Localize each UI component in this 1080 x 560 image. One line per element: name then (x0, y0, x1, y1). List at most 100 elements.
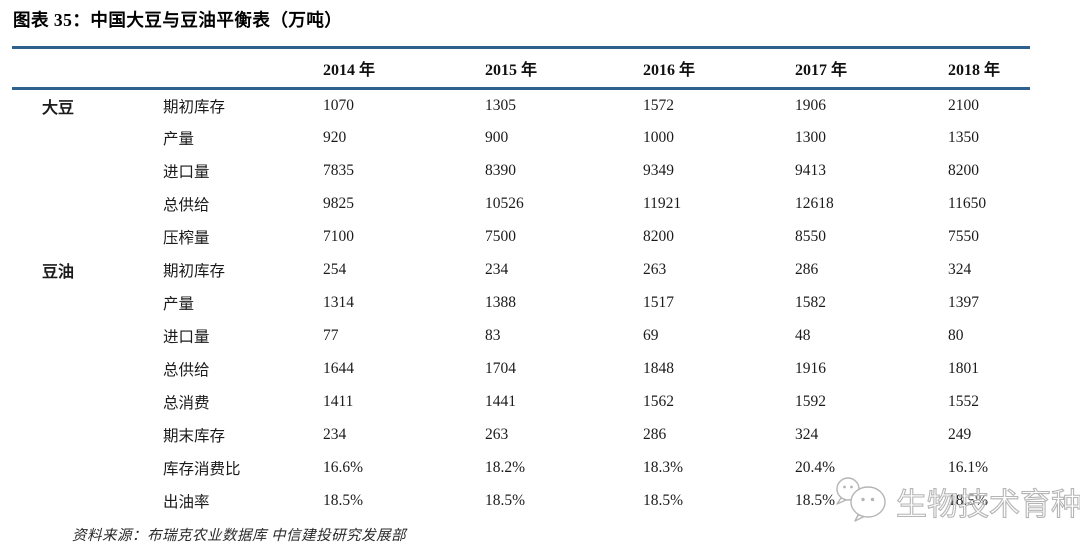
category-label (12, 122, 163, 155)
cell-value: 11650 (948, 195, 987, 212)
cell-value: 254 (323, 261, 347, 278)
cell-value: 9825 (323, 195, 354, 212)
cell-value: 16.6% (323, 459, 364, 476)
cell-value: 48 (795, 327, 811, 344)
year-header-2016: 2016 年 (643, 62, 696, 79)
table-row: 期末库存 234 263 286 324 249 (12, 419, 1030, 452)
cell-value: 286 (795, 261, 819, 278)
cell-value: 1314 (323, 294, 354, 311)
cell-value: 324 (948, 261, 972, 278)
cell-value: 1070 (323, 96, 354, 114)
row-label: 总消费 (163, 395, 210, 412)
row-label: 总供给 (163, 362, 210, 379)
cell-value: 1441 (485, 393, 516, 410)
category-label (12, 320, 163, 353)
cell-value: 1517 (643, 294, 674, 311)
cell-value: 1300 (795, 129, 826, 146)
row-label: 期初库存 (163, 98, 226, 116)
cell-value: 18.5% (795, 492, 836, 509)
year-header-2018: 2018 年 (948, 62, 1001, 79)
cell-value: 1582 (795, 294, 826, 311)
source-note: 资料来源：布瑞克农业数据库 中信建投研究发展部 (72, 528, 407, 544)
cell-value: 9413 (795, 162, 826, 179)
table-row: 总消费 1411 1441 1562 1592 1552 (12, 386, 1030, 419)
cell-value: 7100 (323, 228, 354, 245)
cell-value: 11921 (643, 195, 682, 212)
cell-value: 18.5% (948, 492, 989, 509)
cell-value: 18.5% (485, 492, 526, 509)
table-row: 进口量 7835 8390 9349 9413 8200 (12, 155, 1030, 188)
category-label (12, 221, 163, 254)
row-label: 进口量 (163, 329, 210, 346)
cell-value: 263 (643, 261, 667, 278)
cell-value: 1411 (323, 393, 354, 410)
cell-value: 8550 (795, 228, 826, 245)
cell-value: 234 (485, 261, 509, 278)
cell-value: 80 (948, 327, 964, 344)
cell-value: 1350 (948, 129, 979, 146)
cell-value: 324 (795, 426, 819, 443)
cell-value: 18.5% (323, 492, 364, 509)
year-header-2015: 2015 年 (485, 62, 538, 79)
cell-value: 18.5% (643, 492, 684, 509)
table-row: 产量 920 900 1000 1300 1350 (12, 122, 1030, 155)
row-label: 进口量 (163, 164, 210, 181)
category-label (12, 155, 163, 188)
row-label: 产量 (163, 131, 195, 148)
cell-value: 8200 (948, 162, 979, 179)
cell-value: 1000 (643, 129, 674, 146)
table-row: 总供给 1644 1704 1848 1916 1801 (12, 353, 1030, 386)
year-header-row: 2014 年 2015 年 2016 年 2017 年 2018 年 (12, 47, 1030, 89)
category-label: 豆油 (42, 264, 75, 281)
cell-value: 1305 (485, 96, 516, 114)
category-label (12, 452, 163, 485)
table-row: 豆油 期初库存 254 234 263 286 324 (12, 254, 1030, 287)
row-label: 总供给 (163, 197, 210, 214)
cell-value: 7500 (485, 228, 516, 245)
row-label: 期初库存 (163, 263, 226, 280)
table-row: 进口量 77 83 69 48 80 (12, 320, 1030, 353)
year-header-2014: 2014 年 (323, 62, 376, 79)
category-label (12, 353, 163, 386)
table-row: 压榨量 7100 7500 8200 8550 7550 (12, 221, 1030, 254)
cell-value: 1644 (323, 360, 354, 377)
cell-value: 7550 (948, 228, 979, 245)
cell-value: 1562 (643, 393, 674, 410)
cell-value: 8390 (485, 162, 516, 179)
balance-table: 2014 年 2015 年 2016 年 2017 年 2018 年 大豆 期初库… (12, 46, 1030, 518)
table-row: 产量 1314 1388 1517 1582 1397 (12, 287, 1030, 320)
table-row: 总供给 9825 10526 11921 12618 11650 (12, 188, 1030, 221)
row-label: 期末库存 (163, 428, 226, 445)
cell-value: 8200 (643, 228, 674, 245)
year-header-2017: 2017 年 (795, 62, 848, 79)
category-label (12, 188, 163, 221)
cell-value: 18.2% (485, 459, 526, 476)
cell-value: 1848 (643, 360, 674, 377)
row-label: 出油率 (163, 494, 210, 511)
cell-value: 263 (485, 426, 509, 443)
cell-value: 1906 (795, 96, 826, 114)
cell-value: 9349 (643, 162, 674, 179)
cell-value: 18.3% (643, 459, 684, 476)
cell-value: 10526 (485, 195, 524, 212)
category-label (12, 287, 163, 320)
row-label: 库存消费比 (163, 461, 241, 478)
cell-value: 286 (643, 426, 667, 443)
cell-value: 83 (485, 327, 501, 344)
row-label: 产量 (163, 296, 195, 313)
cell-value: 1397 (948, 294, 979, 311)
cell-value: 1552 (948, 393, 979, 410)
cell-value: 7835 (323, 162, 354, 179)
cell-value: 900 (485, 129, 509, 146)
cell-value: 1592 (795, 393, 826, 410)
cell-value: 1916 (795, 360, 826, 377)
table-body: 大豆 期初库存 1070 1305 1572 1906 2100 产量 920 900 1000 13… (12, 89, 1030, 518)
cell-value: 2100 (948, 96, 979, 114)
cell-value: 20.4% (795, 459, 836, 476)
cell-value: 1572 (643, 96, 674, 114)
table-row: 出油率 18.5% 18.5% 18.5% 18.5% 18.5% (12, 485, 1030, 518)
cell-value: 1801 (948, 360, 979, 377)
table-row: 大豆 期初库存 1070 1305 1572 1906 2100 (12, 89, 1030, 122)
cell-value: 69 (643, 327, 659, 344)
category-label (12, 419, 163, 452)
